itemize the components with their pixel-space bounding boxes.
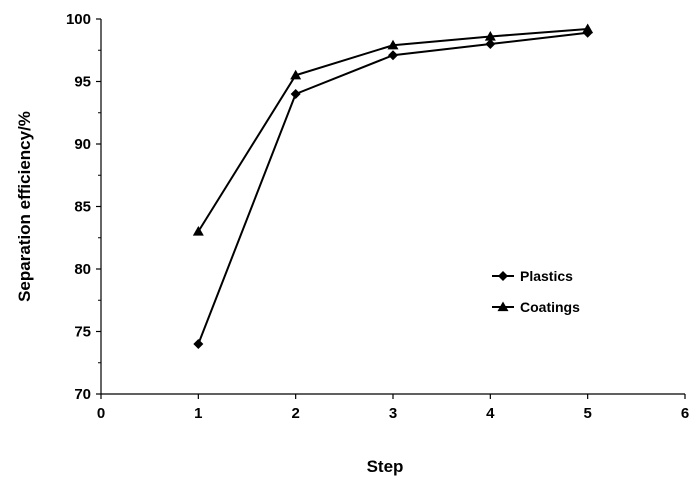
data-point bbox=[193, 339, 204, 349]
x-tick-label: 2 bbox=[291, 405, 299, 422]
data-point bbox=[484, 31, 496, 41]
x-tick-label: 1 bbox=[194, 405, 202, 422]
y-tick-label: 85 bbox=[74, 199, 91, 216]
data-point bbox=[290, 69, 302, 80]
data-point bbox=[192, 226, 204, 236]
y-tick-label: 95 bbox=[74, 74, 91, 91]
series-layer bbox=[192, 23, 594, 349]
legend-label-plastics: Plastics bbox=[520, 268, 573, 284]
y-tick-label: 70 bbox=[74, 386, 91, 403]
y-axis-title: Separation efficiency/% bbox=[15, 111, 34, 302]
x-tick-label: 0 bbox=[97, 405, 105, 422]
series-coatings bbox=[192, 23, 594, 236]
legend-label-coatings: Coatings bbox=[520, 299, 580, 315]
legend-marker bbox=[498, 271, 508, 281]
data-point bbox=[485, 39, 496, 49]
x-tick-label: 6 bbox=[681, 405, 689, 422]
ticks: 70 75 80 85 90 95 100 0 1 2 3 4 5 6 bbox=[66, 11, 689, 422]
legend: Plastics Coatings bbox=[492, 268, 580, 315]
x-tick-label: 4 bbox=[486, 405, 495, 422]
x-tick-label: 5 bbox=[583, 405, 591, 422]
y-tick-label: 80 bbox=[74, 261, 91, 278]
axes bbox=[100, 19, 685, 395]
y-tick-label: 75 bbox=[74, 324, 91, 341]
data-point bbox=[290, 89, 301, 99]
data-point bbox=[388, 50, 398, 61]
x-axis-title: Step bbox=[367, 457, 404, 476]
data-point bbox=[582, 23, 594, 34]
x-tick-label: 3 bbox=[389, 405, 397, 422]
data-point bbox=[387, 39, 399, 50]
y-tick-label: 90 bbox=[74, 136, 91, 153]
legend-marker bbox=[497, 301, 509, 312]
series-line bbox=[197, 31, 588, 345]
y-tick-label: 100 bbox=[66, 11, 91, 28]
